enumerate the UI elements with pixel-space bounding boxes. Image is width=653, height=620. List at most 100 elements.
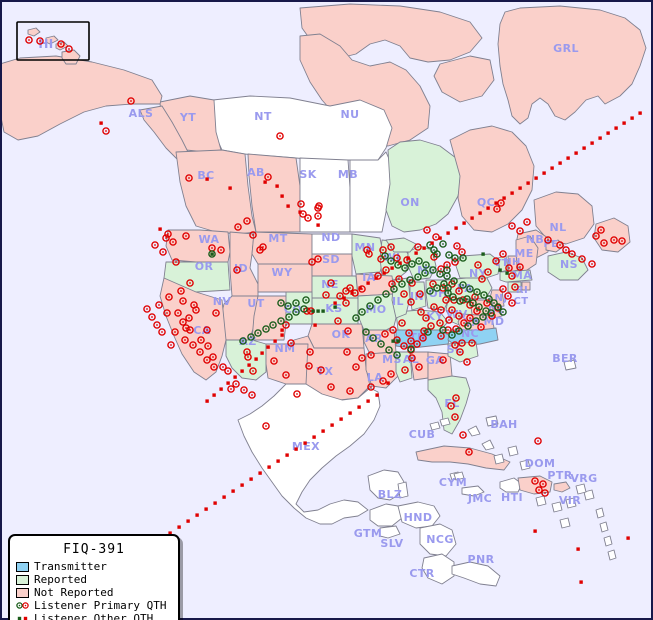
listener-primary-qth-marker[interactable] xyxy=(387,370,395,378)
listener-primary-qth-marker[interactable] xyxy=(36,37,44,45)
listener-primary-qth-marker[interactable] xyxy=(342,299,350,307)
listener-primary-qth-marker[interactable] xyxy=(302,296,310,304)
listener-other-qth-marker[interactable] xyxy=(316,223,320,227)
listener-other-qth-marker[interactable] xyxy=(505,271,509,275)
listener-primary-qth-marker[interactable] xyxy=(534,437,542,445)
listener-primary-qth-marker[interactable] xyxy=(249,231,257,239)
listener-primary-qth-marker[interactable] xyxy=(276,132,284,140)
listener-primary-qth-marker[interactable] xyxy=(336,292,344,300)
listener-primary-qth-marker[interactable] xyxy=(382,290,390,298)
listener-primary-qth-marker[interactable] xyxy=(427,322,435,330)
listener-primary-qth-marker[interactable] xyxy=(474,261,482,269)
listener-primary-qth-marker[interactable] xyxy=(508,222,516,230)
listener-other-qth-marker[interactable] xyxy=(260,351,264,355)
listener-primary-qth-marker[interactable] xyxy=(541,489,549,497)
listener-primary-qth-marker[interactable] xyxy=(162,234,170,242)
listener-primary-qth-marker[interactable] xyxy=(426,287,434,295)
listener-primary-qth-marker[interactable] xyxy=(433,284,441,292)
listener-primary-qth-marker[interactable] xyxy=(127,97,135,105)
listener-other-qth-marker[interactable] xyxy=(333,301,337,305)
listener-primary-qth-marker[interactable] xyxy=(568,250,576,258)
listener-primary-qth-marker[interactable] xyxy=(381,330,389,338)
listener-primary-qth-marker[interactable] xyxy=(499,308,507,316)
listener-primary-qth-marker[interactable] xyxy=(224,367,232,375)
listener-primary-qth-marker[interactable] xyxy=(448,331,456,339)
listener-other-qth-marker[interactable] xyxy=(406,256,410,260)
listener-primary-qth-marker[interactable] xyxy=(451,254,459,262)
listener-primary-qth-marker[interactable] xyxy=(234,223,242,231)
listener-other-qth-marker[interactable] xyxy=(158,227,162,231)
listener-other-qth-marker[interactable] xyxy=(342,296,346,300)
listener-primary-qth-marker[interactable] xyxy=(413,340,421,348)
listener-primary-qth-marker[interactable] xyxy=(264,173,272,181)
listener-other-qth-marker[interactable] xyxy=(280,333,284,337)
listener-primary-qth-marker[interactable] xyxy=(365,250,373,258)
listener-primary-qth-marker[interactable] xyxy=(452,394,460,402)
listener-primary-qth-marker[interactable] xyxy=(610,236,618,244)
listener-other-qth-marker[interactable] xyxy=(590,141,594,145)
listener-primary-qth-marker[interactable] xyxy=(299,210,307,218)
listener-other-qth-marker[interactable] xyxy=(213,501,217,505)
listener-other-qth-marker[interactable] xyxy=(286,204,290,208)
listener-other-qth-marker[interactable] xyxy=(285,453,289,457)
listener-primary-qth-marker[interactable] xyxy=(327,279,335,287)
listener-other-qth-marker[interactable] xyxy=(582,146,586,150)
listener-primary-qth-marker[interactable] xyxy=(182,232,190,240)
listener-primary-qth-marker[interactable] xyxy=(248,391,256,399)
listener-other-qth-marker[interactable] xyxy=(579,580,583,584)
listener-primary-qth-marker[interactable] xyxy=(167,341,175,349)
listener-primary-qth-marker[interactable] xyxy=(393,254,401,262)
listener-other-qth-marker[interactable] xyxy=(386,381,390,385)
listener-other-qth-marker[interactable] xyxy=(210,252,214,256)
listener-other-qth-marker[interactable] xyxy=(414,251,418,255)
listener-primary-qth-marker[interactable] xyxy=(408,354,416,362)
listener-other-qth-marker[interactable] xyxy=(233,375,237,379)
listener-primary-qth-marker[interactable] xyxy=(239,337,247,345)
listener-other-qth-marker[interactable] xyxy=(478,211,482,215)
listener-primary-qth-marker[interactable] xyxy=(465,448,473,456)
listener-other-qth-marker[interactable] xyxy=(518,186,522,190)
listener-other-qth-marker[interactable] xyxy=(280,328,284,332)
listener-primary-qth-marker[interactable] xyxy=(592,232,600,240)
listener-primary-qth-marker[interactable] xyxy=(292,308,300,316)
listener-primary-qth-marker[interactable] xyxy=(189,341,197,349)
listener-primary-qth-marker[interactable] xyxy=(343,348,351,356)
listener-primary-qth-marker[interactable] xyxy=(451,341,459,349)
listener-other-qth-marker[interactable] xyxy=(294,447,298,451)
listener-primary-qth-marker[interactable] xyxy=(217,246,225,254)
listener-primary-qth-marker[interactable] xyxy=(423,226,431,234)
listener-primary-qth-marker[interactable] xyxy=(282,321,290,329)
listener-other-qth-marker[interactable] xyxy=(276,459,280,463)
listener-primary-qth-marker[interactable] xyxy=(277,299,285,307)
listener-primary-qth-marker[interactable] xyxy=(262,325,270,333)
listener-other-qth-marker[interactable] xyxy=(249,477,253,481)
listener-primary-qth-marker[interactable] xyxy=(508,272,516,280)
listener-primary-qth-marker[interactable] xyxy=(430,246,438,254)
listener-other-qth-marker[interactable] xyxy=(212,393,216,397)
listener-primary-qth-marker[interactable] xyxy=(306,348,314,356)
listener-other-qth-marker[interactable] xyxy=(357,405,361,409)
listener-primary-qth-marker[interactable] xyxy=(422,261,430,269)
listener-primary-qth-marker[interactable] xyxy=(516,263,524,271)
listener-primary-qth-marker[interactable] xyxy=(305,362,313,370)
listener-other-qth-marker[interactable] xyxy=(486,206,490,210)
listener-primary-qth-marker[interactable] xyxy=(415,363,423,371)
listener-other-qth-marker[interactable] xyxy=(454,226,458,230)
listener-primary-qth-marker[interactable] xyxy=(588,260,596,268)
listener-other-qth-marker[interactable] xyxy=(481,252,485,256)
listener-primary-qth-marker[interactable] xyxy=(482,307,490,315)
listener-primary-qth-marker[interactable] xyxy=(243,217,251,225)
listener-primary-qth-marker[interactable] xyxy=(523,218,531,226)
listener-primary-qth-marker[interactable] xyxy=(447,402,455,410)
listener-primary-qth-marker[interactable] xyxy=(473,288,481,296)
listener-primary-qth-marker[interactable] xyxy=(186,279,194,287)
listener-primary-qth-marker[interactable] xyxy=(219,363,227,371)
listener-primary-qth-marker[interactable] xyxy=(369,334,377,342)
listener-primary-qth-marker[interactable] xyxy=(174,309,182,317)
listener-primary-qth-marker[interactable] xyxy=(277,317,285,325)
listener-primary-qth-marker[interactable] xyxy=(477,323,485,331)
listener-primary-qth-marker[interactable] xyxy=(464,322,472,330)
listener-primary-qth-marker[interactable] xyxy=(480,291,488,299)
listener-primary-qth-marker[interactable] xyxy=(429,280,437,288)
listener-primary-qth-marker[interactable] xyxy=(444,326,452,334)
